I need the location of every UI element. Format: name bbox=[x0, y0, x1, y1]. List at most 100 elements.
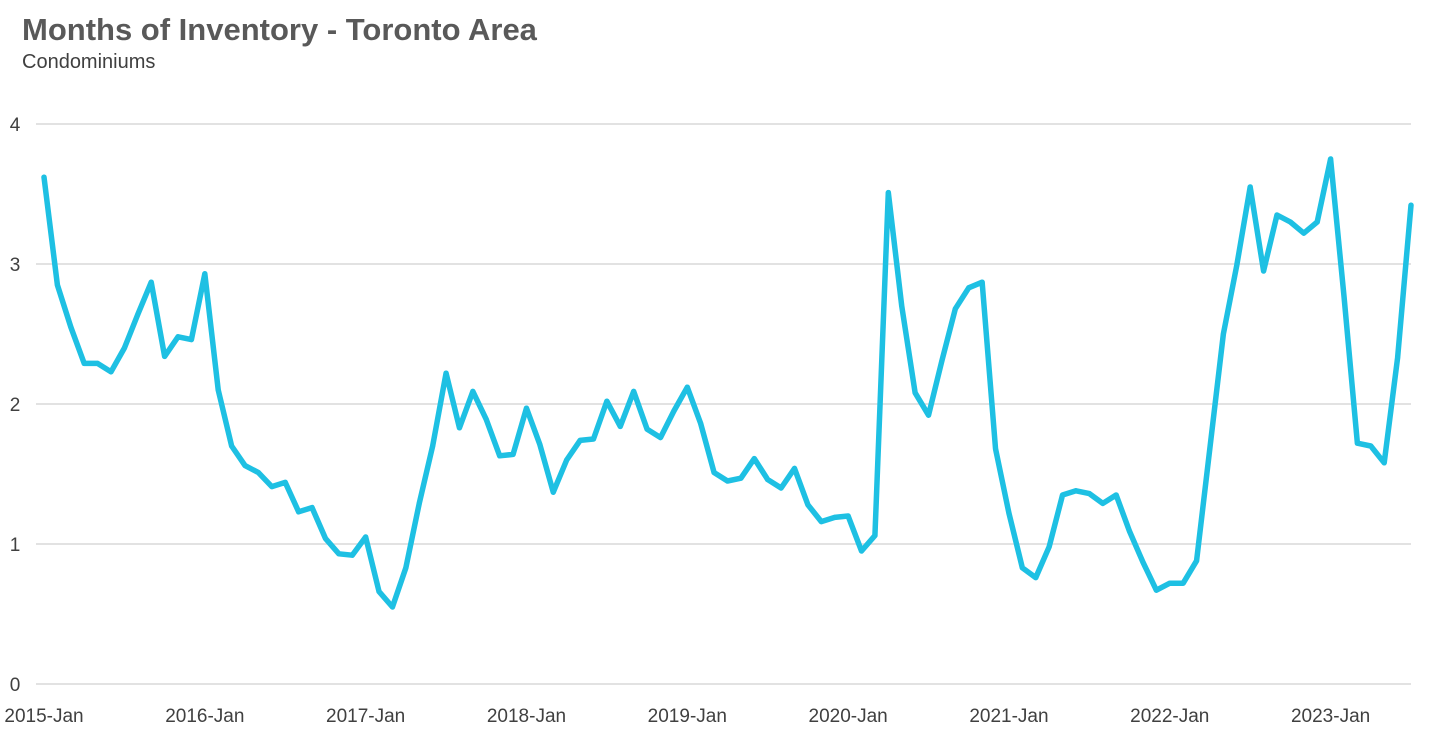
data-point bbox=[738, 475, 744, 481]
series-line bbox=[41, 156, 1414, 610]
x-tick-label: 2021-Jan bbox=[969, 706, 1048, 727]
data-point bbox=[336, 551, 342, 557]
y-tick-label: 2 bbox=[10, 395, 21, 416]
data-point bbox=[765, 477, 771, 483]
data-point bbox=[550, 489, 556, 495]
data-point bbox=[1395, 355, 1401, 361]
data-point bbox=[215, 387, 221, 393]
data-point bbox=[885, 190, 891, 196]
data-point bbox=[296, 509, 302, 515]
plot-area bbox=[41, 156, 1414, 610]
data-point bbox=[1408, 202, 1414, 208]
data-point bbox=[1167, 580, 1173, 586]
data-point bbox=[1234, 262, 1240, 268]
data-point bbox=[792, 465, 798, 471]
data-point bbox=[590, 436, 596, 442]
data-point bbox=[604, 398, 610, 404]
data-point bbox=[1368, 443, 1374, 449]
data-point bbox=[564, 457, 570, 463]
data-point bbox=[282, 479, 288, 485]
data-point bbox=[698, 421, 704, 427]
data-point bbox=[537, 442, 543, 448]
data-point bbox=[376, 589, 382, 595]
data-point bbox=[805, 502, 811, 508]
data-point bbox=[430, 443, 436, 449]
data-point bbox=[1207, 444, 1213, 450]
data-point bbox=[68, 324, 74, 330]
data-point bbox=[497, 453, 503, 459]
data-point bbox=[1060, 492, 1066, 498]
data-point bbox=[523, 405, 529, 411]
grid-lines bbox=[36, 123, 1411, 685]
data-point bbox=[255, 470, 261, 476]
data-point bbox=[483, 416, 489, 422]
data-point bbox=[979, 279, 985, 285]
y-tick-label: 3 bbox=[10, 255, 21, 276]
y-tick-label: 1 bbox=[10, 535, 21, 556]
data-point bbox=[617, 423, 623, 429]
data-point bbox=[1073, 488, 1079, 494]
data-point bbox=[1127, 528, 1133, 534]
data-point bbox=[1314, 219, 1320, 225]
data-point bbox=[818, 519, 824, 525]
data-point bbox=[443, 370, 449, 376]
data-point bbox=[309, 505, 315, 511]
data-point bbox=[121, 345, 127, 351]
data-point bbox=[148, 279, 154, 285]
data-point bbox=[926, 412, 932, 418]
chart-title: Months of Inventory - Toronto Area bbox=[22, 12, 537, 47]
data-point bbox=[1006, 510, 1012, 516]
data-point bbox=[657, 435, 663, 441]
data-point bbox=[456, 425, 462, 431]
data-point bbox=[751, 456, 757, 462]
data-point bbox=[1019, 565, 1025, 571]
data-point bbox=[1341, 293, 1347, 299]
data-point bbox=[939, 358, 945, 364]
x-tick-label: 2015-Jan bbox=[4, 706, 83, 727]
x-tick-label: 2019-Jan bbox=[648, 706, 727, 727]
data-point bbox=[1046, 544, 1052, 550]
data-point bbox=[778, 485, 784, 491]
y-axis: 0 1 2 3 4 bbox=[10, 115, 21, 696]
data-point bbox=[510, 451, 516, 457]
data-point bbox=[872, 533, 878, 539]
data-point bbox=[711, 470, 717, 476]
data-point bbox=[859, 548, 865, 554]
x-tick-label: 2018-Jan bbox=[487, 706, 566, 727]
data-point bbox=[403, 565, 409, 571]
data-point bbox=[1261, 268, 1267, 274]
data-point bbox=[899, 303, 905, 309]
x-tick-label: 2022-Jan bbox=[1130, 706, 1209, 727]
data-point bbox=[41, 174, 47, 180]
data-point bbox=[470, 388, 476, 394]
data-point bbox=[135, 311, 141, 317]
data-point bbox=[993, 446, 999, 452]
data-point bbox=[349, 552, 355, 558]
data-point bbox=[966, 285, 972, 291]
data-point bbox=[322, 535, 328, 541]
data-point bbox=[95, 360, 101, 366]
y-tick-label: 4 bbox=[10, 115, 21, 136]
data-point bbox=[229, 443, 235, 449]
data-point bbox=[644, 426, 650, 432]
data-point bbox=[1220, 331, 1226, 337]
data-point bbox=[202, 271, 208, 277]
data-point bbox=[1086, 491, 1092, 497]
data-point bbox=[416, 500, 422, 506]
data-point bbox=[577, 437, 583, 443]
data-point bbox=[81, 360, 87, 366]
data-point bbox=[1274, 212, 1280, 218]
data-point bbox=[363, 534, 369, 540]
x-tick-label: 2017-Jan bbox=[326, 706, 405, 727]
data-point bbox=[269, 484, 275, 490]
data-point bbox=[1287, 219, 1293, 225]
data-point bbox=[1140, 559, 1146, 565]
x-tick-label: 2020-Jan bbox=[809, 706, 888, 727]
data-point bbox=[162, 353, 168, 359]
data-point bbox=[952, 306, 958, 312]
data-point bbox=[1194, 558, 1200, 564]
data-point bbox=[1301, 230, 1307, 236]
data-point bbox=[108, 369, 114, 375]
y-tick-label: 0 bbox=[10, 675, 21, 696]
